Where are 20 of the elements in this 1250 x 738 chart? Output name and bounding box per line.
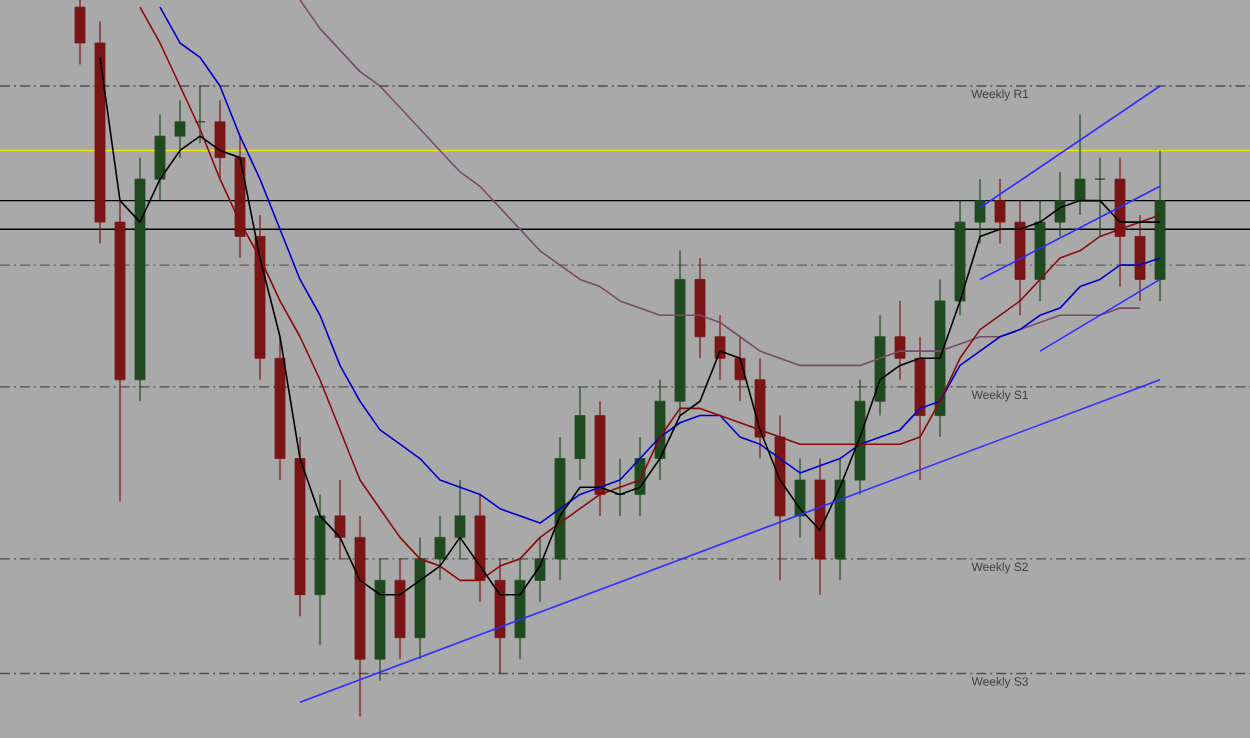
candlestick — [434, 515, 446, 581]
candlestick — [974, 178, 986, 245]
candlestick — [334, 479, 346, 560]
candlestick — [794, 457, 806, 538]
candlestick — [194, 85, 206, 144]
candlestick — [994, 178, 1006, 245]
candlestick — [894, 300, 906, 381]
candlestick — [714, 314, 726, 381]
candlestick — [74, 0, 86, 66]
candlestick — [154, 114, 166, 202]
candlestick — [1054, 171, 1066, 238]
candlestick — [534, 536, 546, 603]
candlestick — [574, 386, 586, 481]
candlestick — [454, 479, 466, 560]
candlestick — [614, 457, 626, 517]
candlestick — [174, 99, 186, 159]
candlestick — [1134, 214, 1146, 302]
candlestick — [1094, 157, 1106, 238]
candlestick — [214, 99, 226, 180]
candlestick — [1074, 114, 1086, 216]
